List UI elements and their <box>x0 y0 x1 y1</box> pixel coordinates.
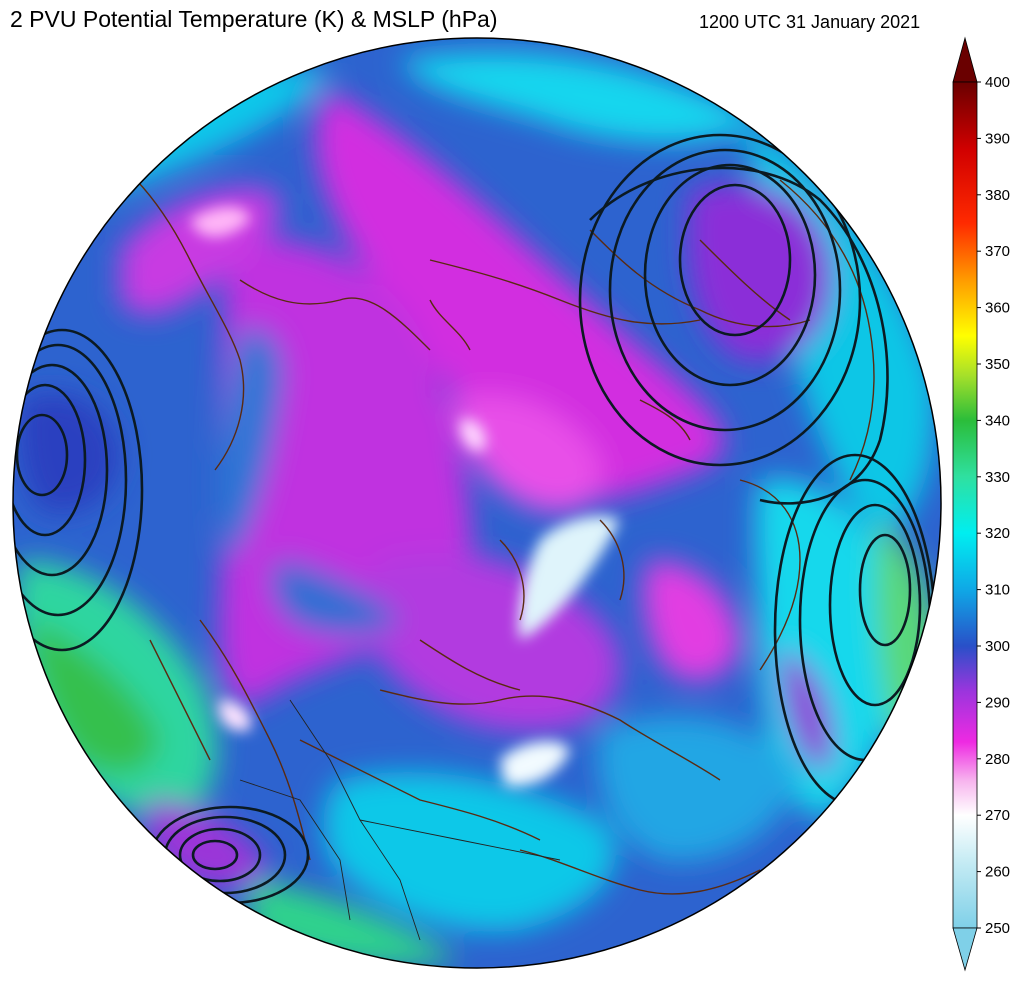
mslp-isobars <box>13 133 937 905</box>
colorbar-tick-label: 300 <box>985 638 1010 655</box>
colorbar-tick-label: 280 <box>985 751 1010 768</box>
colorbar-ticks: 400 390 380 370 360 350 340 330 320 310 300 290 280 2… <box>977 74 1010 937</box>
map-title: 2 PVU Potential Temperature (K) & MSLP (… <box>10 6 498 32</box>
colorbar-tick-label: 360 <box>985 300 1010 317</box>
colorbar-tick-label: 250 <box>985 920 1010 937</box>
colorbar: 400 390 380 370 360 350 340 330 320 310 300 290 280 2… <box>952 36 1010 972</box>
colorbar-tick-label: 270 <box>985 807 1010 824</box>
map-boundary <box>12 37 942 969</box>
colorbar-tick-label: 350 <box>985 356 1010 373</box>
potential-temperature-field <box>13 38 941 968</box>
colorbar-extend-max <box>952 36 978 83</box>
colorbar-tick-label: 260 <box>985 864 1010 881</box>
valid-time-label: 1200 UTC 31 January 2021 <box>699 12 921 32</box>
colorbar-tick-label: 390 <box>985 130 1010 147</box>
colorbar-tick-label: 310 <box>985 582 1010 599</box>
polar-map <box>12 37 942 969</box>
colorbar-extend-min <box>952 927 978 972</box>
colorbar-gradient <box>952 81 978 929</box>
political-borders <box>239 699 561 941</box>
colorbar-tick-label: 370 <box>985 243 1010 260</box>
colorbar-tick-label: 330 <box>985 469 1010 486</box>
colorbar-tick-label: 400 <box>985 74 1010 91</box>
colorbar-tick-label: 340 <box>985 412 1010 429</box>
colorbar-tick-label: 290 <box>985 694 1010 711</box>
colorbar-tick-label: 320 <box>985 525 1010 542</box>
colorbar-tick-label: 380 <box>985 187 1010 204</box>
